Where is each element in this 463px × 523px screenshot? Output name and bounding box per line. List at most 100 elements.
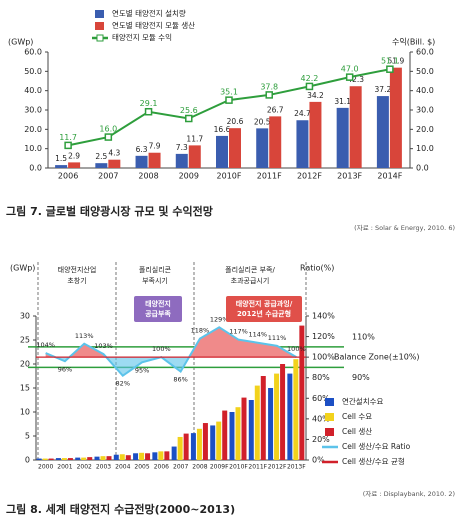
data-label: 114% (248, 331, 267, 339)
source: (자료 : Displaybank, 2010. 2) (363, 489, 455, 498)
callout-text: 공급부족 (145, 309, 171, 318)
bar (210, 425, 216, 460)
bar (280, 364, 286, 460)
bar (119, 454, 125, 460)
bar (336, 107, 349, 168)
x-tick-label: 2002 (77, 464, 92, 471)
x-tick-label: 2009 (179, 172, 199, 181)
phase-label: 태양전지산업 (58, 265, 97, 274)
bar (254, 385, 260, 460)
data-label: 7.9 (149, 142, 161, 151)
bar (81, 457, 87, 460)
y2-tick-label: 80% (312, 373, 330, 382)
bar (293, 359, 299, 460)
bar (274, 373, 280, 460)
balance-zone-label: Balance Zone(±10%) (334, 353, 420, 362)
y2-tick-label: 20.0 (416, 125, 434, 134)
data-label: 20.5 (254, 117, 271, 126)
y-axis-label: (GWp) (8, 38, 33, 47)
y2-tick-label: 120% (312, 332, 335, 341)
x-tick-label: 2011F (257, 172, 282, 181)
data-label: 118% (191, 327, 210, 335)
legend-marker (96, 34, 104, 42)
line-marker (345, 73, 354, 81)
x-tick-label: 2006 (58, 172, 78, 181)
legend-label: 태양전지 모듈 수익 (112, 32, 172, 42)
x-tick-label: 2007 (173, 464, 188, 471)
bar (75, 457, 81, 460)
y-tick-label: 30.0 (24, 106, 42, 115)
bar (94, 456, 100, 460)
y2-tick-label: 100% (312, 353, 335, 362)
bar (241, 397, 247, 460)
y2-tick-label: 40% (312, 414, 330, 423)
phase-label: 폴리실리콘 (139, 265, 172, 274)
bar (158, 451, 164, 460)
bar (296, 120, 309, 168)
y-tick-label: 0.0 (29, 164, 42, 173)
line-marker (185, 114, 193, 123)
x-tick-label: 2003 (96, 464, 111, 471)
bar (235, 407, 241, 460)
bar (229, 412, 235, 460)
data-label: 113% (75, 332, 94, 340)
data-label: 6.3 (136, 145, 148, 154)
x-tick-label: 2000 (38, 464, 53, 471)
bar (133, 453, 139, 460)
reference-label: 110% (352, 332, 375, 341)
data-label: 86% (173, 376, 187, 384)
line-marker (104, 133, 113, 141)
x-tick-label: 2009F (210, 464, 229, 471)
data-label: 31.1 (334, 97, 351, 106)
data-label: 2.5 (95, 152, 107, 161)
legend-label: Cell 생산 (342, 426, 372, 436)
bar (100, 456, 106, 460)
x-tick-label: 2004 (115, 464, 130, 471)
bar (190, 433, 196, 460)
y-tick-label: 15 (20, 384, 30, 393)
data-label: 16.0 (99, 125, 117, 134)
bar (125, 455, 131, 460)
line-marker (305, 82, 314, 91)
data-label: 7.3 (176, 143, 188, 152)
x-tick-label: 2007 (98, 172, 118, 181)
data-label: 1.5 (55, 154, 67, 163)
legend-swatch (325, 398, 334, 406)
legend-label: 연도별 태양전지 모듈 생산 (112, 20, 195, 30)
y-tick-label: 10 (20, 408, 30, 417)
y-tick-label: 10.0 (24, 144, 42, 153)
y2-tick-label: 30.0 (416, 106, 434, 115)
y2-tick-label: 0.0 (416, 164, 429, 173)
bar (152, 452, 158, 460)
bar (175, 153, 188, 168)
bar (202, 423, 208, 460)
y-tick-label: 5 (25, 432, 30, 441)
bar (95, 163, 108, 168)
x-tick-label: 2008 (138, 172, 158, 181)
bar (268, 388, 274, 460)
callout-text: 2012년 수급균형 (237, 309, 291, 318)
bar (36, 458, 42, 460)
bar (196, 428, 202, 460)
y2-tick-label: 10.0 (416, 144, 434, 153)
legend-label: 연간설치수요 (342, 396, 383, 406)
bar (42, 458, 48, 460)
x-tick-label: 2013F (287, 464, 306, 471)
phase-label: 초창기 (67, 276, 86, 285)
bar (87, 457, 93, 460)
caption: 그림 8. 세계 태양전지 수급전망(2000~2013) (6, 502, 235, 516)
bar (113, 454, 119, 460)
data-label: 111% (268, 334, 287, 342)
data-label: 42.2 (301, 74, 319, 83)
ratio-area (45, 357, 297, 376)
bar (229, 128, 241, 168)
bar (48, 458, 54, 460)
data-label: 37.8 (260, 82, 278, 91)
bar (376, 96, 389, 168)
data-label: 117% (229, 328, 248, 336)
legend-label: 연도별 태양전지 설치량 (112, 8, 186, 18)
y-tick-label: 25 (20, 336, 30, 345)
bar (349, 86, 362, 168)
bar (309, 101, 322, 168)
ratio-area (45, 327, 297, 357)
